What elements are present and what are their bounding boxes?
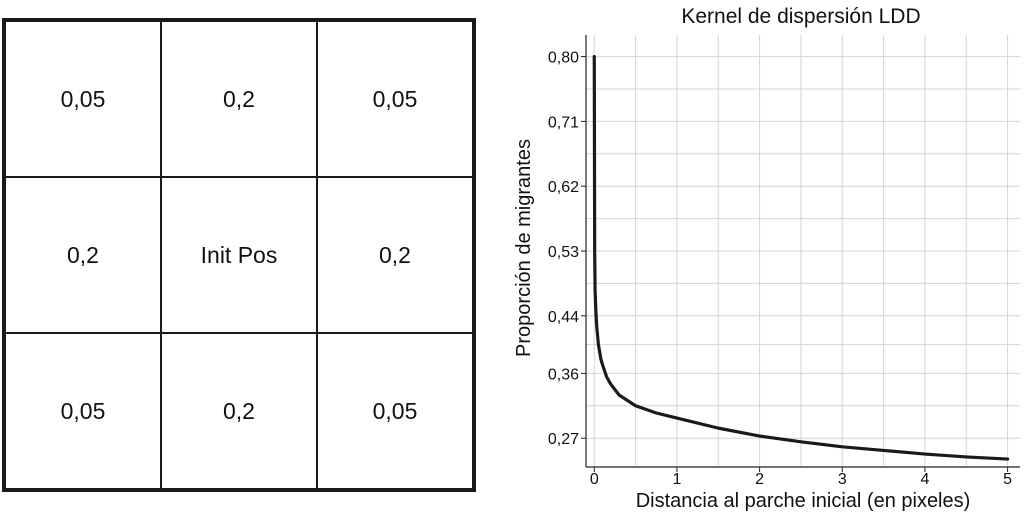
x-tick-label: 3 <box>838 471 847 488</box>
grid-cell-top-right: 0,05 <box>317 21 473 177</box>
x-tick-label: 0 <box>590 471 599 488</box>
kernel-chart: Kernel de dispersión LDD 0,27 0,36 0,44 0,5… <box>513 5 1020 512</box>
grid-cell-bottom-right: 0,05 <box>317 333 473 489</box>
y-tick-label: 0,27 <box>548 431 579 448</box>
grid-cell-top-left: 0,05 <box>5 21 161 177</box>
grid-cell-bottom-left: 0,05 <box>5 333 161 489</box>
x-tick-label: 5 <box>1003 471 1012 488</box>
y-tick-label: 0,44 <box>548 309 579 326</box>
chart-axes <box>581 35 1020 472</box>
chart-title: Kernel de dispersión LDD <box>681 5 920 28</box>
grid-cell-top-center: 0,2 <box>161 21 317 177</box>
y-tick-label: 0,53 <box>548 244 579 261</box>
y-tick-label: 0,80 <box>548 50 579 67</box>
y-axis-label: Proporción de migrantes <box>513 139 535 357</box>
chart-gridlines <box>586 35 1020 467</box>
grid-cell-center: Init Pos <box>161 177 317 333</box>
x-axis-label: Distancia al parche inicial (en pixeles) <box>636 490 971 512</box>
y-tick-label: 0,36 <box>548 366 579 383</box>
grid-cell-middle-left: 0,2 <box>5 177 161 333</box>
y-tick-label: 0,71 <box>548 114 579 131</box>
x-tick-label: 1 <box>672 471 681 488</box>
x-tick-label: 4 <box>920 471 929 488</box>
series-line <box>592 55 1010 461</box>
grid-cell-bottom-center: 0,2 <box>161 333 317 489</box>
y-tick-label: 0,62 <box>548 179 579 196</box>
chart-tick-labels: 0,27 0,36 0,44 0,53 0,62 0,71 0,80 0 1 2 3 4 5 <box>548 50 1012 488</box>
grid-cell-middle-right: 0,2 <box>317 177 473 333</box>
chart-series <box>592 55 1010 461</box>
dispersion-grid: 0,05 0,2 0,05 0,2 Init Pos 0,2 0,05 0,2 … <box>2 18 476 492</box>
x-tick-label: 2 <box>755 471 764 488</box>
